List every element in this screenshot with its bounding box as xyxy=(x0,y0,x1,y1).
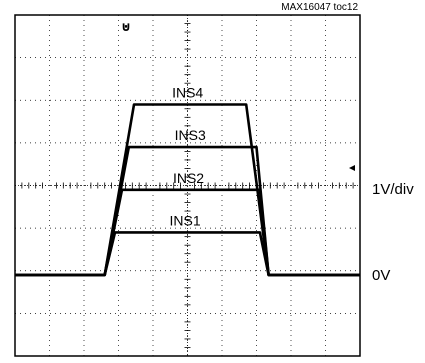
trace-label-ins1: INS1 xyxy=(170,212,201,228)
trace-ins4 xyxy=(15,103,360,277)
trace-labels: INS1 INS2 INS3 INS4 xyxy=(170,85,207,229)
zero-level-label: 0V xyxy=(372,267,390,284)
scale-label: 1V/div xyxy=(372,181,414,198)
ground-marker-icon xyxy=(349,165,355,171)
trace-label-ins3: INS3 xyxy=(175,127,206,143)
grid xyxy=(15,15,360,356)
traces xyxy=(15,103,360,277)
figure-id-label: MAX16047 toc12 xyxy=(281,2,358,13)
trace-label-ins2: INS2 xyxy=(173,170,204,186)
trace-label-ins4: INS4 xyxy=(172,85,203,101)
trigger-marker-icon: ⊍ xyxy=(121,20,132,35)
